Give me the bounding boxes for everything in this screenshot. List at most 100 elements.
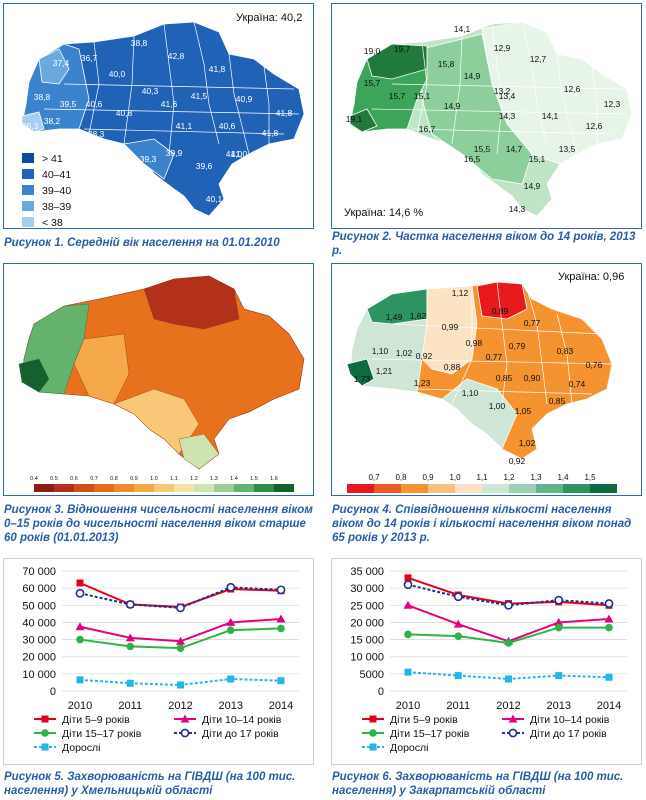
fig4-scale: 0,7 0,8 0,9 1,0 1,1 1,2 1,3 1,4 1,5 — [347, 473, 617, 493]
fig1-legend-label: < 38 — [42, 217, 63, 229]
fig4-map: 1,121,49 1,620,990,890,771,10 1,02 0,920,98… — [346, 271, 624, 493]
fig6-legend-label: Діти 5–9 років — [390, 714, 458, 726]
fig2-region-value: 14,1 — [454, 24, 471, 34]
fig3-scale-swatch — [74, 484, 94, 492]
fig4-region-value: 0,89 — [492, 306, 509, 316]
fig2-region-value: 19,7 — [394, 44, 411, 54]
fig4-scale-tick: 1,5 — [584, 473, 596, 482]
fig4-region-value: 1,62 — [410, 311, 427, 321]
fig2-region-value: 14,7 — [506, 144, 523, 154]
fig6-xtick: 2010 — [396, 700, 420, 712]
fig5-panel: 0 10 000 20 000 30 000 40 000 50 000 60 000 70 … — [3, 558, 314, 765]
fig5-point — [227, 675, 235, 683]
fig1-legend-swatch — [22, 185, 34, 195]
fig5-point — [75, 622, 85, 631]
fig3-scale-swatch — [174, 484, 194, 492]
fig6-ytick: 30 000 — [350, 583, 384, 595]
fig5-xtick: 2010 — [68, 700, 92, 712]
fig6-legend-label: Діти до 17 років — [530, 728, 607, 740]
fig2-region-value: 15,8 — [438, 59, 455, 69]
fig1-region-value: 37,4 — [53, 58, 70, 68]
fig3-map: 0.4 0.5 0.6 0.7 0.8 0.9 1.0 1.1 1.2 1.3 1.4 1.5 1.6 — [18, 275, 305, 492]
fig1-region-value: 40,9 — [236, 94, 253, 104]
fig4-scale-tick: 1,2 — [503, 473, 515, 482]
fig6-ytick: 35 000 — [350, 566, 384, 578]
fig5-legend-marker — [41, 743, 49, 751]
fig6-panel: 0 5000 10 000 15 000 20 000 25 000 30 000 35 00… — [331, 558, 642, 765]
fig1-region-value: 40,6 — [86, 99, 103, 109]
fig5-caption-num: Рисунок 5. — [4, 771, 64, 783]
fig5-point — [177, 681, 184, 689]
fig4-region-value: 0,88 — [444, 362, 461, 372]
fig6-point — [554, 595, 564, 605]
fig5-ytick: 60 000 — [22, 583, 56, 595]
fig5-series-line — [79, 582, 282, 609]
fig6-point — [454, 632, 463, 640]
fig6-xtick: 2013 — [547, 700, 571, 712]
fig2-borders — [371, 21, 628, 155]
fig4-scale-swatch — [428, 484, 455, 493]
fig4-region-value: 0,79 — [509, 341, 526, 351]
fig6-point — [554, 623, 563, 632]
fig1-carp-shape — [21, 111, 45, 133]
fig4-region-value: 1,21 — [376, 366, 393, 376]
fig4-scale-swatch — [590, 484, 617, 493]
fig3-caption-text: Відношення чисельності населення віком 0… — [4, 504, 313, 544]
fig2-caption: Рисунок 2. Частка населення віком до 14 … — [332, 230, 642, 258]
fig5-legend-label: Діти 5–9 років — [62, 714, 130, 726]
fig5-point — [277, 624, 285, 633]
fig4-region-value: 0,77 — [486, 352, 503, 362]
fig1-legend-label: > 41 — [42, 153, 63, 165]
fig5-ytick: 50 000 — [22, 600, 56, 612]
fig6-legend-marker — [508, 728, 518, 738]
fig1-region-value: 38,8 — [34, 92, 51, 102]
fig1-legend-swatch — [22, 153, 34, 163]
fig1-region-value: 41,8 — [276, 108, 293, 118]
fig1-region-value: 38,8 — [131, 38, 148, 48]
fig4-caption: Рисунок 4. Співвідношення кількості насе… — [332, 503, 642, 545]
fig1-caption: Рисунок 1. Середній вік населення на 01.… — [4, 236, 314, 250]
fig4-region-value: 0,74 — [569, 379, 586, 389]
fig4-caption-text: Співвідношення кількості населення віком… — [332, 504, 632, 544]
fig3-scale-tick: 0.6 — [70, 476, 78, 482]
fig4-center-shape — [421, 285, 478, 375]
fig1-region-value: 40,0 — [109, 69, 126, 79]
fig4-region-value: 0,76 — [586, 360, 603, 370]
fig3-scale-tick: 0.7 — [90, 476, 98, 482]
fig2-ukraine-label: Україна: 14,6 % — [344, 207, 423, 219]
fig1-legend-label: 39–40 — [42, 185, 71, 197]
fig5-chart: 0 10 000 20 000 30 000 40 000 50 000 60 000 70 … — [22, 566, 299, 754]
fig1-region-value: 40,7 — [171, 214, 188, 224]
fig6-point — [403, 600, 413, 609]
fig5-xtick: 2011 — [118, 700, 142, 712]
fig3-scale-swatch — [214, 484, 234, 492]
fig5-xtick: 2013 — [219, 700, 243, 712]
fig2-region-value: 15,7 — [389, 91, 406, 101]
fig3-scale-tick: 1.1 — [170, 476, 178, 482]
fig4-region-value: 1,05 — [515, 406, 532, 416]
fig3-caption-num: Рисунок 3. — [4, 504, 64, 516]
fig1-legend-swatch — [22, 217, 34, 227]
fig2-panel: 14,1 19,0 19,7 12,9 12,7 15,8 14,9 15,7 15,7 15,1… — [331, 3, 642, 229]
fig6-point — [404, 630, 412, 639]
fig4-scale-swatch — [536, 484, 563, 493]
fig4-region-value: 1,73 — [354, 374, 371, 384]
fig2-region-value: 19,1 — [346, 114, 363, 124]
fig1-region-value: 39,9 — [166, 148, 183, 158]
fig4-region-value: 0,92 — [416, 351, 433, 361]
fig1-region-value: 41,8 — [262, 128, 279, 138]
fig5-point — [176, 636, 185, 645]
fig3-scale-swatch — [154, 484, 174, 492]
fig6-point — [554, 617, 564, 626]
fig3-scale-tick: 0.4 — [30, 476, 38, 482]
fig4-region-value: 0,90 — [524, 373, 541, 383]
fig4-region-value: 0,92 — [509, 456, 526, 466]
fig6-legend-marker — [508, 714, 518, 723]
fig6-point — [505, 675, 512, 683]
fig4-scale-tick: 0,9 — [422, 473, 434, 482]
fig2-northwest-shape — [366, 43, 428, 80]
fig2-region-value: 12,9 — [494, 43, 511, 53]
fig3-scale-swatch — [194, 484, 214, 492]
fig4-region-value: 0,98 — [466, 338, 483, 348]
fig1-panel: 37,4 36,7 38,8 42,8 40,0 41,8 38,8 39,5 40,6 40,3… — [3, 3, 314, 229]
